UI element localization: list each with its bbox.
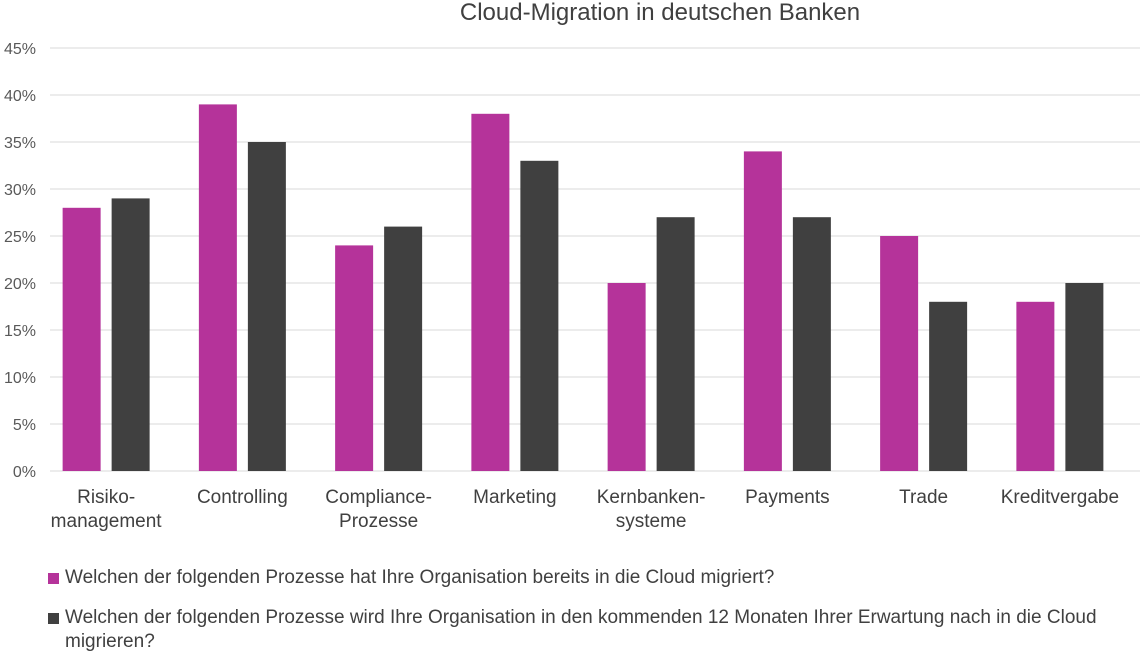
- bar-series-2: [384, 226, 423, 471]
- y-tick-label: 45%: [4, 41, 36, 58]
- legend-item-series-2: Welchen der folgenden Prozesse wird Ihre…: [48, 606, 1138, 654]
- bar-series-1: [198, 104, 237, 472]
- bar-series-2: [792, 217, 831, 471]
- legend-label-series-1: Welchen der folgenden Prozesse hat Ihre …: [65, 567, 775, 588]
- bar-series-2: [520, 160, 559, 472]
- bar-series-2: [929, 301, 968, 471]
- bar-series-2: [1065, 283, 1104, 471]
- bars: [62, 104, 1104, 472]
- bar-series-1: [1016, 301, 1055, 471]
- y-tick-label: 25%: [4, 229, 36, 246]
- bar-series-2: [247, 142, 286, 471]
- x-tick-label: Kreditvergabe: [1001, 487, 1119, 508]
- bar-series-2: [656, 217, 695, 471]
- chart-title: Cloud-Migration in deutschen Banken: [460, 0, 860, 26]
- bar-series-1: [607, 283, 646, 471]
- bar-series-2: [111, 198, 150, 471]
- x-tick-label: Payments: [745, 487, 829, 508]
- y-tick-label: 0%: [13, 464, 36, 481]
- x-tick-label: Trade: [899, 487, 948, 508]
- bar-series-1: [335, 245, 374, 471]
- x-tick-label: Compliance-Prozesse: [325, 487, 432, 532]
- bar-series-1: [880, 236, 919, 471]
- y-axis-ticks: 0% 5% 10% 15% 20% 25% 30% 35% 40% 45%: [4, 41, 36, 481]
- x-tick-label: Marketing: [473, 487, 556, 508]
- y-tick-label: 40%: [4, 88, 36, 105]
- bar-series-1: [471, 113, 510, 472]
- legend-swatch-series-1: [48, 573, 59, 584]
- x-tick-label: Kernbanken-systeme: [597, 487, 706, 532]
- y-tick-label: 20%: [4, 276, 36, 293]
- legend-swatch-series-2: [48, 613, 59, 624]
- legend-item-series-1: Welchen der folgenden Prozesse hat Ihre …: [48, 566, 1138, 590]
- y-tick-label: 10%: [4, 370, 36, 387]
- x-tick-label: Controlling: [197, 487, 288, 508]
- chart: Cloud-Migration in deutschen Banken 0% 5%…: [4, 0, 1140, 532]
- y-tick-label: 30%: [4, 182, 36, 199]
- legend-label-series-2: Welchen der folgenden Prozesse wird Ihre…: [65, 607, 1097, 652]
- x-tick-label: Risiko-management: [51, 487, 163, 532]
- y-tick-label: 5%: [13, 417, 36, 434]
- y-tick-label: 15%: [4, 323, 36, 340]
- y-tick-label: 35%: [4, 135, 36, 152]
- bar-series-1: [62, 207, 101, 472]
- x-axis-labels: Risiko-management Controlling Compliance-P…: [51, 487, 1119, 532]
- bar-series-1: [743, 151, 782, 471]
